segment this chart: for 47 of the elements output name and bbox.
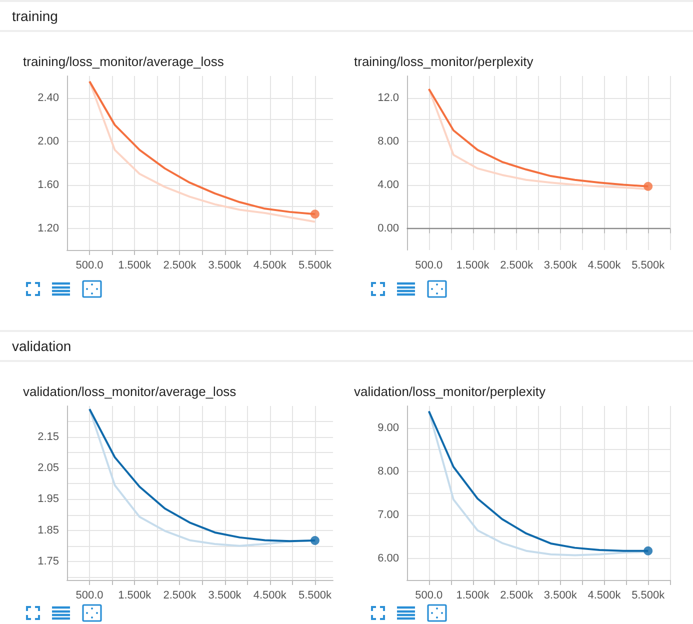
x-tick-label: 2.500k	[500, 590, 534, 602]
x-tick-label: 500.0	[76, 590, 104, 602]
x-tick-label: 500.0	[76, 260, 104, 272]
y-tick-label: 7.00	[378, 508, 399, 521]
y-tick-label: 2.40	[38, 92, 59, 104]
x-tick-label: 4.500k	[253, 590, 287, 602]
y-tick-label: 8.00	[378, 135, 399, 148]
chart-title: training/loss_monitor/perplexity	[354, 54, 534, 69]
y-tick-label: 1.75	[38, 555, 59, 568]
x-tick-label: 1.500k	[118, 260, 152, 272]
x-tick-label: 2.500k	[163, 590, 197, 602]
x-tick-label: 500.0	[415, 590, 443, 602]
x-tick-label: 500.0	[415, 260, 443, 272]
y-tick-label: 1.20	[38, 222, 59, 234]
y-tick-label: 6.00	[378, 552, 399, 564]
y-tick-label: 8.00	[378, 465, 399, 478]
x-tick-label: 5.500k	[632, 260, 666, 272]
x-tick-label: 4.500k	[588, 260, 622, 272]
y-tick-label: 1.60	[38, 178, 59, 191]
x-tick-label: 2.500k	[163, 260, 197, 272]
x-tick-label: 4.500k	[588, 590, 622, 602]
y-tick-label: 2.15	[38, 431, 59, 444]
x-tick-label: 4.500k	[253, 260, 287, 272]
y-tick-label: 9.00	[378, 422, 399, 434]
y-tick-label: 0.00	[378, 222, 399, 234]
x-tick-label: 1.500k	[456, 260, 490, 272]
chart-title: validation/loss_monitor/average_loss	[23, 384, 237, 399]
x-tick-label: 1.500k	[118, 590, 152, 602]
text: validation	[0, 330, 693, 362]
x-tick-label: 5.500k	[632, 590, 666, 602]
chart-title: validation/loss_monitor/perplexity	[354, 384, 546, 399]
y-tick-label: 1.95	[38, 493, 59, 506]
y-tick-label: 12.0	[378, 92, 399, 104]
x-tick-label: 3.500k	[544, 260, 578, 272]
x-tick-label: 1.500k	[456, 590, 490, 602]
text: training	[0, 0, 693, 32]
x-tick-label: 3.500k	[208, 260, 242, 272]
x-tick-label: 5.500k	[298, 260, 332, 272]
y-tick-label: 4.00	[378, 178, 399, 191]
y-tick-label: 2.00	[38, 135, 59, 148]
x-tick-label: 3.500k	[208, 590, 242, 602]
x-tick-label: 5.500k	[298, 590, 332, 602]
chart-title: training/loss_monitor/average_loss	[23, 54, 224, 69]
y-tick-label: 1.85	[38, 524, 59, 536]
x-tick-label: 3.500k	[544, 590, 578, 602]
x-tick-label: 2.500k	[500, 260, 534, 272]
y-tick-label: 2.05	[38, 462, 59, 474]
